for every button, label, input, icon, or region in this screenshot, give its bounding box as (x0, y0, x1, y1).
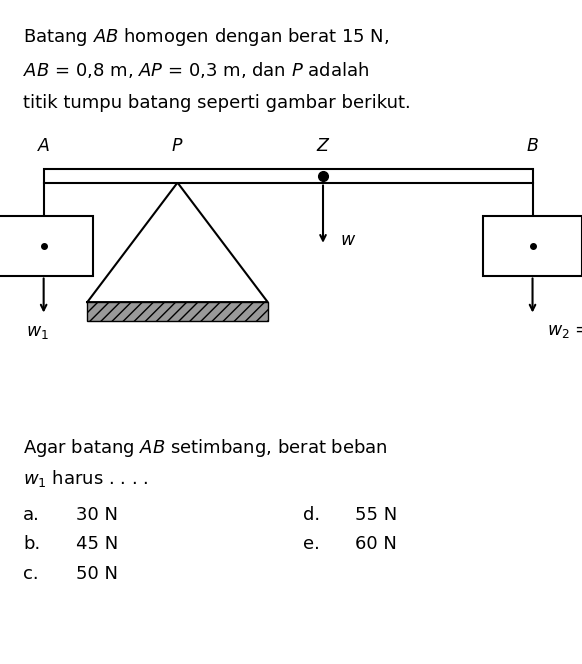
Text: $w$: $w$ (340, 230, 357, 249)
Text: e.: e. (303, 535, 320, 554)
Text: d.: d. (303, 505, 320, 524)
Text: $w_1$: $w_1$ (26, 323, 49, 341)
Text: $w_1$ harus . . . .: $w_1$ harus . . . . (23, 467, 148, 489)
Text: 55 N: 55 N (355, 505, 398, 524)
Text: c.: c. (23, 565, 39, 584)
Bar (483, 216, 582, 276)
Text: 60 N: 60 N (355, 535, 397, 554)
Text: $w_2$ = 30 N: $w_2$ = 30 N (547, 321, 582, 341)
Bar (87, 302, 268, 321)
Bar (44, 169, 533, 183)
Text: a.: a. (23, 505, 40, 524)
Text: 50 N: 50 N (76, 565, 118, 584)
Text: 30 N: 30 N (76, 505, 118, 524)
Text: $A$: $A$ (37, 137, 51, 155)
Text: $AB$ = 0,8 m, $AP$ = 0,3 m, dan $P$ adalah: $AB$ = 0,8 m, $AP$ = 0,3 m, dan $P$ adal… (23, 60, 370, 80)
Text: b.: b. (23, 535, 41, 554)
Text: $B$: $B$ (526, 137, 539, 155)
Text: titik tumpu batang seperti gambar berikut.: titik tumpu batang seperti gambar beriku… (23, 94, 411, 112)
Text: Batang $AB$ homogen dengan berat 15 N,: Batang $AB$ homogen dengan berat 15 N, (23, 25, 389, 48)
Text: $P$: $P$ (171, 137, 184, 155)
Text: Agar batang $AB$ setimbang, berat beban: Agar batang $AB$ setimbang, berat beban (23, 437, 388, 459)
Bar (0, 216, 93, 276)
Text: $Z$: $Z$ (315, 137, 331, 155)
Text: 45 N: 45 N (76, 535, 118, 554)
